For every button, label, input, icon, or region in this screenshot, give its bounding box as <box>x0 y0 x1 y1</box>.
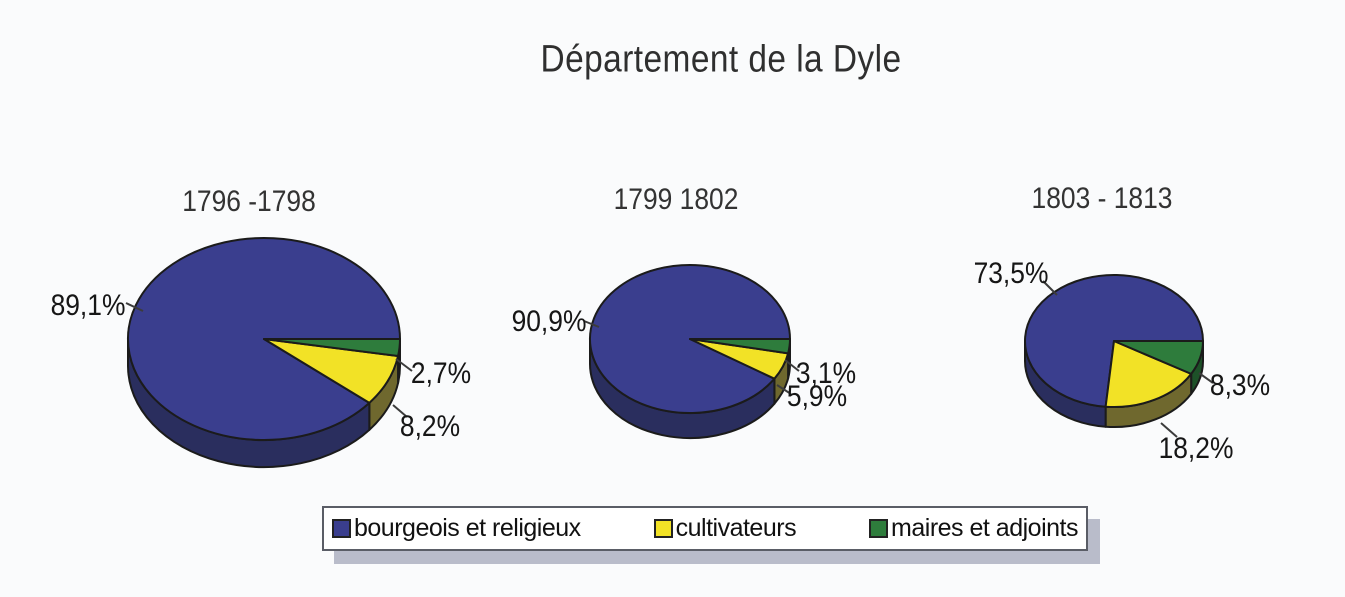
pie1-bourgeois-value: 89,1% <box>50 289 126 322</box>
legend-item-maires: maires et adjoints <box>869 514 1078 543</box>
pie2-maires-value: 3,1% <box>795 357 857 390</box>
legend-item-bourgeois: bourgeois et religieux <box>332 514 581 543</box>
legend: bourgeois et religieux cultivateurs mair… <box>322 506 1088 551</box>
pie3-maires-value: 8,3% <box>1209 369 1271 402</box>
pie1-cultivateurs-value: 8,2% <box>399 410 461 443</box>
pie3-bourgeois-value: 73,5% <box>973 257 1049 290</box>
legend-label: bourgeois et religieux <box>354 514 581 542</box>
pie3-cultivateurs-value: 18,2% <box>1158 432 1234 465</box>
pie2-period-label: 1799 1802 <box>613 183 739 216</box>
chart-title: Département de la Dyle <box>540 38 902 81</box>
pie1-period-label: 1796 -1798 <box>182 185 316 218</box>
legend-swatch-yellow-icon <box>653 519 673 538</box>
legend-label: maires et adjoints <box>891 514 1078 542</box>
legend-label: cultivateurs <box>675 514 797 542</box>
pie2-cultivateurs-value: 5,9% <box>786 380 848 413</box>
pie1-maires-value: 2,7% <box>410 357 472 390</box>
pie3-period-label: 1803 - 1813 <box>1031 182 1173 215</box>
legend-item-cultivateurs: cultivateurs <box>653 514 797 543</box>
pie2-bourgeois-value: 90,9% <box>511 305 587 338</box>
legend-swatch-blue-icon <box>332 519 351 538</box>
legend-swatch-green-icon <box>869 519 889 538</box>
